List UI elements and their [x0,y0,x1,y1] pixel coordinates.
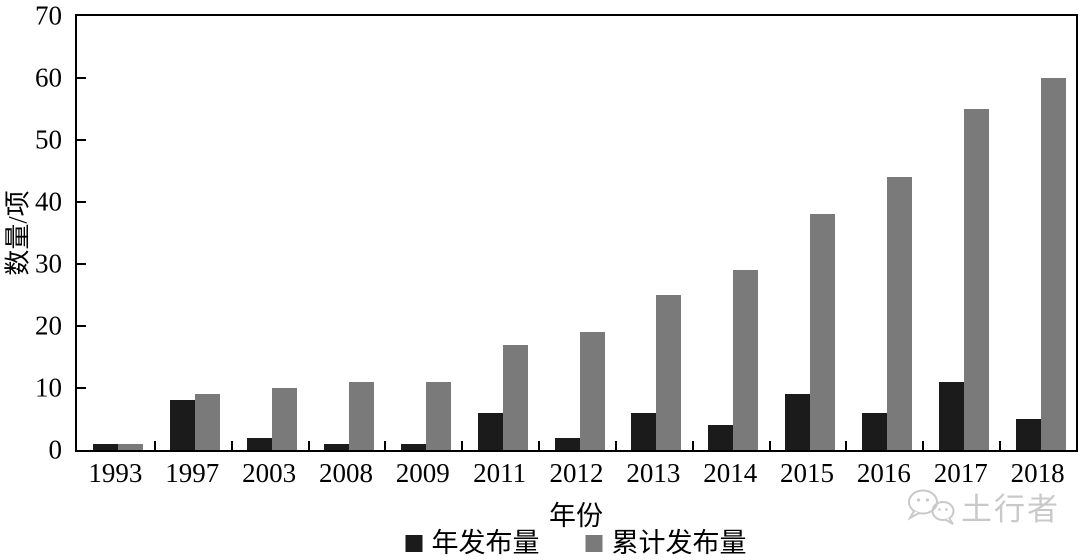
bar-cumulative-2014 [733,270,759,450]
bar-annual-2008 [323,444,349,450]
bar-annual-2016 [861,413,887,450]
bar-cumulative-1997 [195,394,221,450]
y-axis-tick [77,77,86,79]
plot-area [75,14,1078,452]
y-axis-tick [77,139,86,141]
bar-cumulative-2013 [656,295,682,450]
x-axis-tick [461,441,463,450]
x-axis-tick [231,441,233,450]
watermark: 土行者 [905,487,1060,532]
bar-annual-2009 [400,444,426,450]
bar-annual-2018 [1015,419,1041,450]
x-axis-tick [384,441,386,450]
x-tick-label-2014: 2014 [703,458,758,488]
x-tick-label-2012: 2012 [549,458,604,488]
bar-annual-2003 [247,438,273,450]
legend-label-annual: 年发布量 [431,528,540,558]
x-tick-label-1997: 1997 [165,458,220,488]
y-tick-label-0: 0 [48,434,63,465]
x-axis-tick [999,441,1001,450]
x-tick-label-2013: 2013 [626,458,681,488]
x-axis-tick [615,441,617,450]
x-tick-label-2003: 2003 [242,458,297,488]
legend-label-cumulative: 累计发布量 [611,528,747,558]
y-axis-tick [77,325,86,327]
watermark-text: 土行者 [961,492,1060,527]
legend-swatch-cumulative [585,535,603,552]
bar-annual-2014 [708,425,734,450]
bar-cumulative-1993 [118,444,144,450]
x-axis-tick [538,441,540,450]
x-tick-label-2016: 2016 [856,458,911,488]
x-axis-tick [769,441,771,450]
x-axis-title: 年份 [549,501,603,531]
bar-cumulative-2011 [502,345,528,450]
bar-annual-2013 [631,413,657,450]
y-tick-label-70: 70 [35,0,62,31]
x-axis-tick [154,441,156,450]
y-tick-label-10: 10 [35,372,62,403]
bar-annual-2012 [554,438,580,450]
y-axis-tick [77,387,86,389]
bar-cumulative-2017 [963,109,989,450]
y-tick-label-20: 20 [35,310,62,341]
legend-swatch-annual [405,535,423,552]
legend-item-cumulative: 累计发布量 [585,528,747,558]
bar-cumulative-2009 [425,382,451,450]
bar-annual-2015 [785,394,811,450]
bar-annual-1997 [170,400,196,450]
y-tick-label-30: 30 [35,248,62,279]
x-tick-label-1993: 1993 [88,458,143,488]
bar-cumulative-2003 [272,388,298,450]
bar-cumulative-2008 [348,382,374,450]
bar-annual-1993 [93,444,119,450]
y-axis-tick [77,263,86,265]
x-tick-label-2008: 2008 [318,458,373,488]
legend-item-annual: 年发布量 [405,528,540,558]
bar-cumulative-2018 [1040,78,1066,450]
y-tick-label-60: 60 [35,62,62,93]
y-tick-label-40: 40 [35,186,62,217]
x-tick-label-2018: 2018 [1010,458,1065,488]
bar-annual-2017 [938,382,964,450]
bar-cumulative-2015 [810,214,836,450]
x-tick-label-2015: 2015 [780,458,835,488]
bar-cumulative-2012 [579,332,605,450]
bar-annual-2011 [477,413,503,450]
legend: 年发布量 累计发布量 [405,528,747,558]
x-axis-tick [308,441,310,450]
y-tick-label-50: 50 [35,124,62,155]
x-axis-tick [692,441,694,450]
y-axis-tick [77,201,86,203]
x-tick-label-2009: 2009 [395,458,450,488]
x-axis-tick [922,441,924,450]
wechat-icon [905,487,957,532]
x-tick-label-2011: 2011 [473,458,527,488]
x-axis-tick [845,441,847,450]
bar-cumulative-2016 [886,177,912,450]
x-tick-label-2017: 2017 [933,458,988,488]
